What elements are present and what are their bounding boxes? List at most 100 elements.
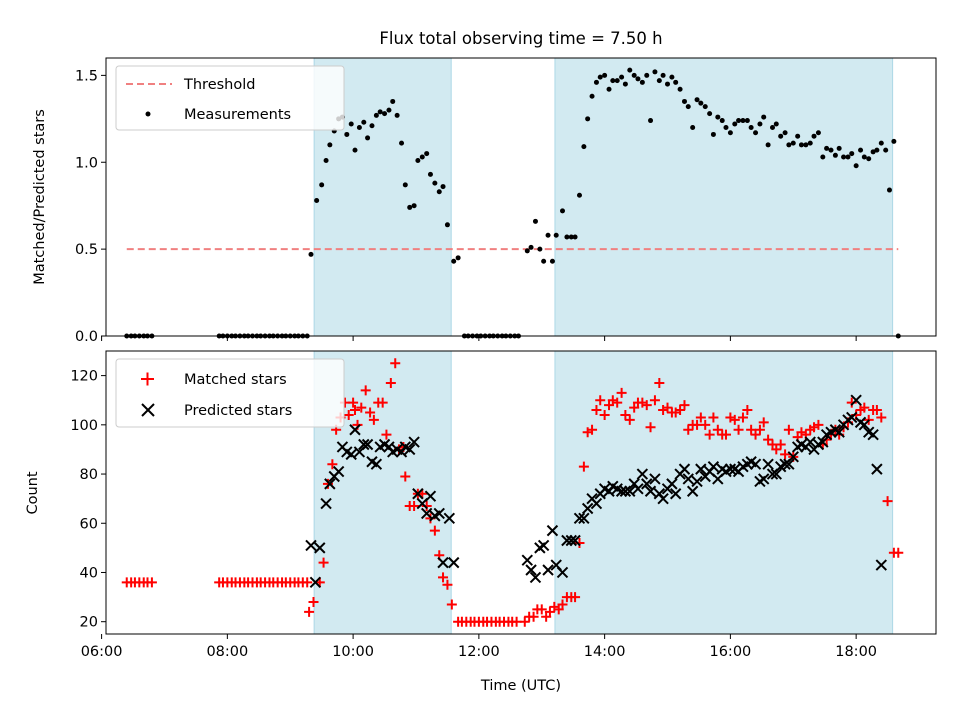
predicted-stars-point <box>641 478 653 490</box>
measurement-point <box>820 154 826 160</box>
matched-stars-point <box>708 412 719 423</box>
matched-stars-point <box>771 444 782 455</box>
measurement-point <box>648 118 654 124</box>
measurement-point <box>807 140 813 146</box>
measurement-point <box>564 234 570 240</box>
measurement-point <box>828 147 834 153</box>
predicted-stars-point <box>619 485 632 497</box>
predicted-stars-point <box>678 463 691 475</box>
measurement-point <box>652 69 658 75</box>
matched-stars-point <box>365 407 376 418</box>
observing-windows <box>313 350 894 635</box>
measurement-point <box>541 258 547 264</box>
y-tick-label: 20 <box>80 615 98 631</box>
matched-stars-point <box>578 461 589 472</box>
predicted-stars-point <box>749 458 762 470</box>
measurement-point <box>753 130 759 136</box>
measurement-point <box>348 121 354 127</box>
measurement-point <box>314 197 320 203</box>
measurement-point <box>532 218 538 224</box>
predicted-stars-point <box>858 419 871 431</box>
measurement-point <box>824 145 830 151</box>
matched-stars-point <box>679 400 690 411</box>
predicted-stars-point <box>309 576 322 589</box>
predicted-stars-point <box>542 564 554 576</box>
measurement-point <box>886 187 892 193</box>
measurement-point <box>811 133 817 139</box>
matched-stars-point <box>385 377 396 388</box>
measurement-point <box>677 86 683 92</box>
matched-stars-point <box>746 424 757 435</box>
measurement-point <box>424 151 430 157</box>
matched-stars-point <box>645 422 656 433</box>
measurement-point <box>715 114 721 120</box>
predicted-stars-point <box>657 492 669 505</box>
measurement-point <box>415 158 421 164</box>
measurement-point <box>748 125 754 130</box>
measurement-point <box>549 258 555 264</box>
predicted-stars-point <box>573 512 586 525</box>
measurement-point <box>308 251 314 257</box>
measurement-point <box>373 112 379 118</box>
measurement-point <box>356 125 362 130</box>
measurement-point <box>365 135 371 141</box>
measurement-point <box>524 248 530 254</box>
matched-stars-point <box>446 599 457 610</box>
measurement-point <box>581 144 587 150</box>
matched-stars-point <box>390 358 401 369</box>
measurement-point <box>597 74 603 80</box>
measurement-point <box>436 189 442 195</box>
measurements-legend-marker <box>145 111 151 117</box>
matched-stars-point <box>871 405 882 416</box>
predicted-stars-point <box>358 438 370 451</box>
matched-stars-point <box>368 414 379 425</box>
count-y-axis-label: Count <box>25 471 41 514</box>
matched-stars-point <box>859 402 870 413</box>
measurement-point <box>883 147 889 153</box>
measurement-point <box>795 133 801 139</box>
matched-stars-point <box>557 599 568 610</box>
measurement-point <box>361 119 367 125</box>
predicted-stars-point <box>666 478 678 490</box>
measurement-point <box>593 79 599 85</box>
measurement-point <box>382 111 388 117</box>
y-tick-label: 120 <box>70 369 98 385</box>
matched-stars-point <box>302 577 313 588</box>
measurement-point <box>394 112 400 118</box>
predicted-stars-point <box>305 539 317 552</box>
measurement-point <box>419 154 425 160</box>
predicted-stars-point <box>615 485 628 497</box>
measurement-point <box>669 74 675 80</box>
measurement-point <box>770 125 776 130</box>
measurement-point <box>815 130 821 136</box>
matched-stars-point <box>775 439 786 450</box>
matched-stars-point <box>595 395 606 406</box>
measurement-point <box>798 142 804 148</box>
matched-stars-point <box>729 414 740 425</box>
observing-windows <box>313 57 894 337</box>
predicted-stars-point <box>433 507 445 520</box>
count-panel: 20 40 60 80 100 120 06:00 08:00 10:00 12:00 14:00… <box>25 350 937 694</box>
predicted-stars-point <box>632 483 644 495</box>
matched-stars-point <box>763 434 774 445</box>
predicted-stars-point <box>408 436 420 448</box>
predicted-stars-point <box>695 463 707 475</box>
measurement-point <box>836 145 842 151</box>
matched-stars-point <box>876 412 887 423</box>
predicted-stars-point <box>867 428 879 441</box>
measurement-point <box>773 121 779 127</box>
measurement-point <box>665 81 671 87</box>
measurement-point <box>528 244 534 250</box>
predicted-stars-point <box>569 534 581 547</box>
y-tick-label: 40 <box>80 565 98 581</box>
measurement-point <box>631 72 637 78</box>
predicted-stars-legend-marker <box>141 403 155 417</box>
matched-stars-point <box>704 429 715 440</box>
measurement-point <box>782 130 788 136</box>
predicted-stars-point <box>525 564 537 576</box>
predicted-stars-point <box>324 478 336 490</box>
predicted-stars-point <box>644 485 657 497</box>
count-series <box>121 358 904 627</box>
predicted-stars-point <box>649 473 661 485</box>
measurement-point <box>411 203 417 209</box>
